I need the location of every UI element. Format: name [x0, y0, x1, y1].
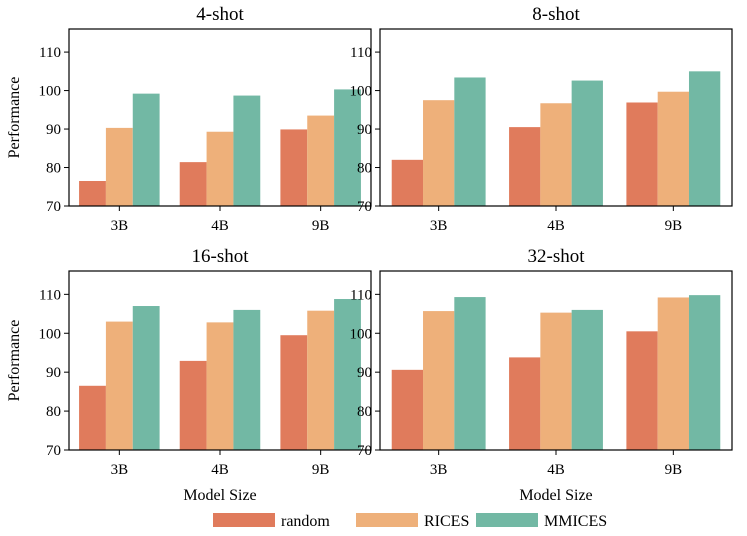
x-tick-label: 3B: [430, 462, 448, 478]
bar-random-3B: [79, 180, 106, 206]
bar-MMICES-4B: [233, 309, 261, 450]
y-axis-label: Performance: [6, 77, 23, 159]
legend-swatch-random: [213, 513, 275, 527]
bar-MMICES-3B: [454, 77, 486, 206]
y-tick-label: 80: [46, 404, 61, 420]
bar-random-3B: [391, 159, 424, 206]
bar-random-9B: [626, 331, 658, 450]
bar-random-4B: [179, 360, 207, 450]
bar-MMICES-9B: [334, 299, 361, 450]
y-tick-label: 90: [357, 122, 372, 138]
plot-frame: [379, 270, 733, 451]
y-tick-label: 70: [357, 199, 372, 215]
y-tick-label: 70: [357, 443, 372, 459]
bar-random-4B: [509, 127, 541, 206]
x-tick-label: 4B: [547, 218, 565, 234]
y-tick-label: 100: [39, 326, 62, 342]
y-tick-label: 100: [350, 84, 373, 100]
plot-frame: [68, 28, 372, 207]
y-tick-label: 110: [39, 287, 61, 303]
x-tick-label: 3B: [430, 218, 448, 234]
bar-RICES-3B: [105, 321, 133, 450]
y-tick-label: 70: [46, 199, 61, 215]
bar-random-3B: [79, 385, 106, 450]
bar-random-4B: [509, 357, 541, 450]
legend-label-RICES: RICES: [424, 513, 469, 530]
legend: random RICES MMICES: [213, 513, 607, 530]
bar-random-9B: [280, 335, 308, 450]
bar-RICES-3B: [105, 127, 133, 206]
x-tick-label: 3B: [111, 462, 129, 478]
chart-title: 16-shot: [192, 246, 250, 267]
legend-swatch-RICES: [356, 513, 418, 527]
chart-panel-16-shot: 16-shot 3B 4B 9B 70 80 90 100 110 Performance Mode…: [6, 246, 372, 504]
bar-random-4B: [179, 162, 207, 206]
bar-RICES-3B: [423, 100, 455, 206]
y-tick-label: 90: [46, 365, 61, 381]
x-tick-label: 4B: [211, 462, 229, 478]
bar-RICES-9B: [657, 297, 689, 450]
bar-MMICES-4B: [571, 309, 603, 450]
y-tick-label: 110: [350, 45, 372, 61]
y-tick-label: 110: [350, 287, 372, 303]
chart-panel-4-shot: 4-shot 3B 4B 9B 70 80 90 100 110 Performance: [6, 4, 372, 234]
x-tick-label: 4B: [547, 462, 565, 478]
chart-title: 4-shot: [196, 4, 244, 25]
bar-RICES-9B: [307, 115, 335, 206]
plot-frame: [379, 28, 733, 207]
chart-title: 32-shot: [528, 246, 586, 267]
chart-panel-32-shot: 32-shot 3B 4B 9B 70 80 90 100 110 Model Size: [350, 246, 733, 504]
bar-random-3B: [391, 369, 424, 450]
bar-MMICES-9B: [334, 89, 361, 206]
legend-label-MMICES: MMICES: [544, 513, 607, 530]
bar-random-9B: [626, 102, 658, 206]
x-tick-label: 3B: [111, 218, 129, 234]
x-tick-label: 9B: [665, 218, 683, 234]
plot-frame: [68, 270, 372, 451]
y-tick-label: 110: [39, 45, 61, 61]
y-tick-label: 90: [357, 365, 372, 381]
chart-panel-8-shot: 8-shot 3B 4B 9B 70 80 90 100 110: [350, 4, 733, 234]
y-axis-label: Performance: [6, 320, 23, 402]
bar-RICES-4B: [206, 131, 234, 206]
bar-RICES-4B: [206, 322, 234, 450]
legend-label-random: random: [281, 513, 330, 530]
bar-MMICES-4B: [571, 80, 603, 206]
bar-RICES-3B: [423, 311, 455, 450]
x-tick-label: 9B: [312, 218, 330, 234]
bar-MMICES-9B: [688, 295, 721, 450]
bar-MMICES-3B: [132, 93, 160, 206]
bar-RICES-9B: [657, 91, 689, 206]
y-tick-label: 80: [357, 161, 372, 177]
y-tick-label: 100: [39, 84, 62, 100]
bar-MMICES-3B: [454, 297, 486, 450]
x-tick-label: 4B: [211, 218, 229, 234]
x-axis-label: Model Size: [183, 487, 256, 504]
bar-MMICES-3B: [132, 306, 160, 450]
legend-swatch-MMICES: [476, 513, 538, 527]
bar-MMICES-4B: [233, 95, 261, 206]
x-axis-label: Model Size: [519, 487, 592, 504]
bar-RICES-9B: [307, 310, 335, 450]
x-tick-label: 9B: [665, 462, 683, 478]
x-tick-label: 9B: [312, 462, 330, 478]
bar-random-9B: [280, 129, 308, 206]
y-tick-label: 100: [350, 326, 373, 342]
y-tick-label: 80: [357, 404, 372, 420]
y-tick-label: 90: [46, 122, 61, 138]
bar-RICES-4B: [540, 312, 572, 450]
bar-RICES-4B: [540, 103, 572, 206]
y-tick-label: 70: [46, 443, 61, 459]
chart-title: 8-shot: [532, 4, 580, 25]
bar-MMICES-9B: [688, 71, 721, 206]
y-tick-label: 80: [46, 161, 61, 177]
